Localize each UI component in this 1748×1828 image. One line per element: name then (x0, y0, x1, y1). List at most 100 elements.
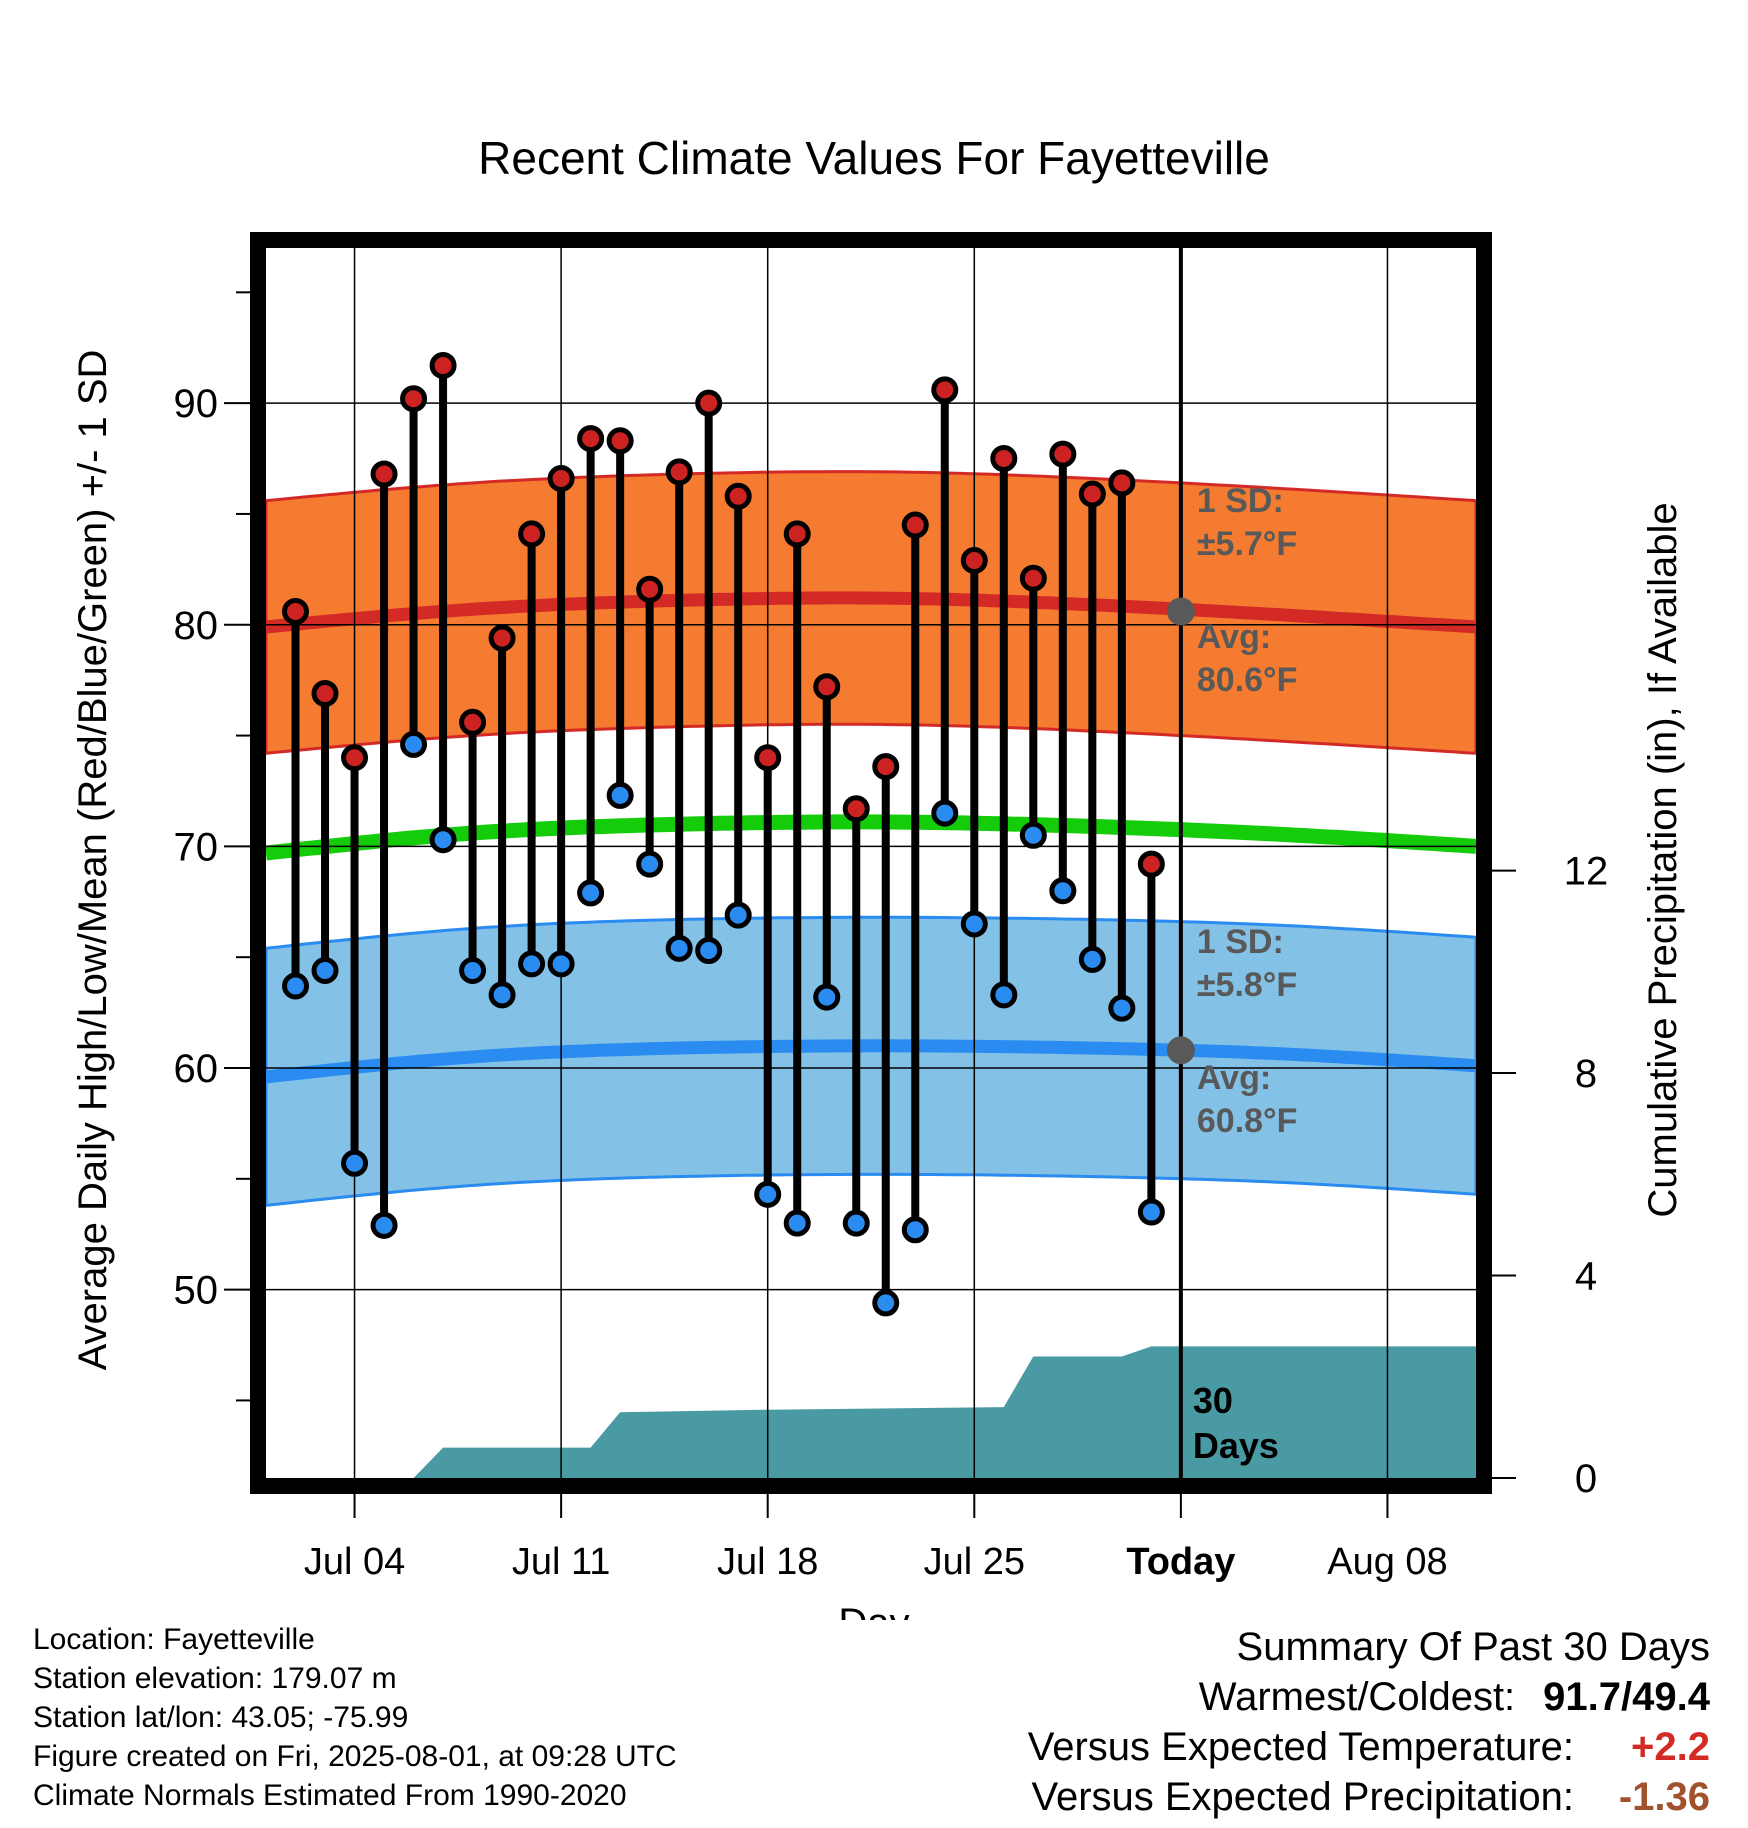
daily-low-point (518, 950, 546, 978)
y-axis-label: Average Daily High/Low/Mean (Red/Blue/Gr… (71, 350, 115, 1371)
daily-low-point (341, 1149, 369, 1177)
daily-low-point (577, 879, 605, 907)
station-location: Location: Fayetteville (33, 1623, 315, 1656)
daily-low-point (311, 956, 339, 984)
climate-chart: Recent Climate Values For Fayetteville 1… (71, 132, 1685, 1620)
daily-high-point (813, 673, 841, 701)
x-axis-label: Day (838, 1601, 909, 1620)
daily-low-point (960, 910, 988, 938)
daily-high-point (429, 351, 457, 379)
low-avg-line (266, 1039, 1476, 1084)
daily-high-point (872, 753, 900, 781)
daily-high-point (311, 679, 339, 707)
daily-low-point (400, 730, 428, 758)
daily-low-point (1108, 994, 1136, 1022)
precip-area (266, 1346, 1476, 1478)
daily-high-point (370, 460, 398, 488)
daily-low-point (665, 934, 693, 962)
daily-high-point (518, 520, 546, 548)
x-tick-label: Today (1126, 1541, 1235, 1583)
precip-value: -1.36 (1618, 1775, 1710, 1819)
daily-high-point (606, 427, 634, 455)
daily-high-point (547, 464, 575, 492)
daily-low-point (724, 901, 752, 929)
daily-low-point (282, 972, 310, 1000)
daily-high-point (783, 520, 811, 548)
y-tick-label: 80 (174, 604, 219, 648)
figure-created: Figure created on Fri, 2025-08-01, at 09… (33, 1740, 677, 1773)
daily-high-point (724, 482, 752, 510)
daily-low-point (754, 1180, 782, 1208)
daily-high-point (1137, 850, 1165, 878)
daily-low-point (488, 981, 516, 1009)
today-high-avg-marker (1166, 597, 1195, 626)
summary-temp: Versus Expected Temperature: +2.2 (1028, 1722, 1710, 1772)
y-tick-label: 60 (174, 1047, 219, 1091)
daily-high-point (282, 597, 310, 625)
summary-title: Summary Of Past 30 Days (1236, 1625, 1710, 1669)
plot-frame (250, 232, 1492, 1494)
daily-high-point (931, 376, 959, 404)
daily-low-point (872, 1289, 900, 1317)
summary-panel: Summary Of Past 30 Days Warmest/Coldest:… (1028, 1622, 1710, 1822)
daily-high-point (488, 624, 516, 652)
daily-low-point (842, 1209, 870, 1237)
chart-title: Recent Climate Values For Fayetteville (478, 132, 1270, 184)
plot-area (266, 248, 1476, 1478)
daily-low-point (813, 983, 841, 1011)
daily-high-point (1108, 469, 1136, 497)
daily-low-point (901, 1216, 929, 1244)
low-sd-band (266, 915, 1476, 1207)
summary-precip: Versus Expected Precipitation: -1.36 (1028, 1772, 1710, 1822)
daily-low-point (990, 981, 1018, 1009)
normals-note: Climate Normals Estimated From 1990-2020 (33, 1779, 627, 1812)
low-sd-annotation: 1 SD: (1197, 923, 1284, 961)
warm-cold-label: Warmest/Coldest: (1198, 1675, 1516, 1719)
x-tick-label: Jul 04 (304, 1541, 405, 1583)
daily-high-point (901, 511, 929, 539)
daily-high-point (695, 389, 723, 417)
y2-tick-label: 8 (1575, 1052, 1597, 1096)
daily-low-point (606, 781, 634, 809)
daily-low-point (429, 826, 457, 854)
daily-high-point (636, 575, 664, 603)
daily-high-point (1019, 564, 1047, 592)
high-sd-annotation: 1 SD: (1197, 482, 1284, 520)
daily-low-point (695, 937, 723, 965)
daily-low-point (1019, 821, 1047, 849)
today-low-avg-marker (1166, 1036, 1195, 1065)
days-annotation: 30 (1193, 1380, 1233, 1421)
days-annotation: Days (1193, 1425, 1279, 1466)
y2-axis-label: Cumulative Precipitation (in), If Availa… (1641, 502, 1685, 1217)
daily-high-point (842, 795, 870, 823)
temp-value: +2.2 (1631, 1725, 1710, 1769)
y-tick-label: 50 (174, 1269, 219, 1313)
x-tick-label: Jul 25 (924, 1541, 1025, 1583)
y-tick-label: 70 (174, 825, 219, 869)
daily-high-point (960, 546, 988, 574)
x-tick-label: Jul 18 (717, 1541, 818, 1583)
x-tick-label: Jul 11 (512, 1541, 611, 1583)
high-avg-annotation: Avg: (1197, 618, 1271, 656)
daily-high-point (577, 425, 605, 453)
high-avg-line (266, 591, 1476, 634)
daily-low-point (1137, 1198, 1165, 1226)
y2-tick-label: 12 (1564, 850, 1609, 894)
daily-high-point (990, 445, 1018, 473)
precip-label: Versus Expected Precipitation: (1031, 1775, 1574, 1819)
low-sd-annotation: ±5.8°F (1197, 966, 1297, 1004)
summary-warm-cold: Warmest/Coldest: 91.7/49.4 (1028, 1672, 1710, 1722)
high-avg-annotation: 80.6°F (1197, 661, 1298, 699)
daily-low-point (370, 1211, 398, 1239)
daily-high-point (754, 744, 782, 772)
daily-high-point (459, 708, 487, 736)
daily-low-point (459, 956, 487, 984)
low-avg-annotation: Avg: (1197, 1059, 1271, 1097)
station-info: Location: Fayetteville Station elevation… (33, 1620, 677, 1815)
mean-avg-line (266, 814, 1476, 861)
daily-low-point (547, 950, 575, 978)
y2-tick-label: 0 (1575, 1457, 1597, 1501)
daily-high-point (665, 458, 693, 486)
station-elevation: Station elevation: 179.07 m (33, 1662, 397, 1695)
daily-low-point (1078, 945, 1106, 973)
